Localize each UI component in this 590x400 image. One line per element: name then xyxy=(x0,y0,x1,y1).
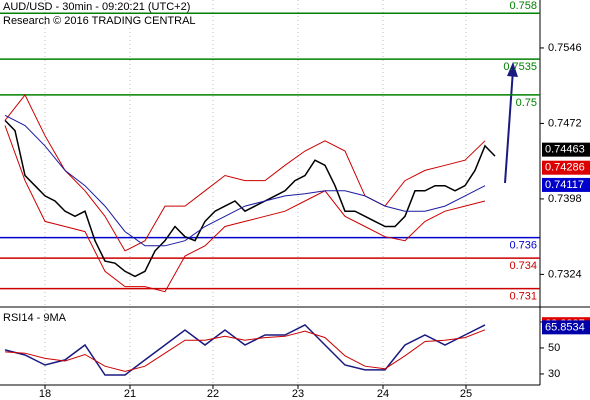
series-line xyxy=(4,323,486,376)
x-tick-label: 18 xyxy=(39,388,51,400)
y-tick-label: 50 xyxy=(548,342,560,354)
series-line xyxy=(4,93,486,252)
level-label: 0.75 xyxy=(516,97,537,109)
level-label: 0.731 xyxy=(509,291,537,303)
x-tick-label: 25 xyxy=(460,388,472,400)
chart-subtitle: Research © 2016 TRADING CENTRAL xyxy=(3,15,196,27)
level-label: 0.758 xyxy=(509,0,537,12)
level-label: 0.7535 xyxy=(503,61,537,73)
y-tick-label: 30 xyxy=(548,368,560,380)
projection-arrowhead xyxy=(507,62,518,77)
series-line xyxy=(4,125,486,293)
price-marker xyxy=(542,320,590,335)
level-label: 0.734 xyxy=(509,260,537,272)
x-tick-label: 22 xyxy=(207,388,219,400)
series-line xyxy=(4,114,486,247)
y-tick-label: 0.7398 xyxy=(548,193,582,205)
x-tick-label: 21 xyxy=(124,388,136,400)
price-marker xyxy=(542,142,590,157)
x-tick-label: 24 xyxy=(377,388,389,400)
y-tick-label: 0.7546 xyxy=(548,42,582,54)
chart-title: AUD/USD - 30min - 09:20:21 (UTC+2) xyxy=(3,1,190,13)
price-marker-label: 0.74463 xyxy=(545,144,585,156)
projection-arrow xyxy=(504,69,514,184)
series-line xyxy=(4,329,486,372)
price-marker xyxy=(542,160,590,175)
price-marker-label: 65.8534 xyxy=(545,321,585,333)
price-marker xyxy=(542,177,590,192)
x-tick-label: 23 xyxy=(292,388,304,400)
level-label: 0.736 xyxy=(509,240,537,252)
y-tick-label: 0.7324 xyxy=(548,268,582,280)
rsi-title: RSI14 - 9MA xyxy=(3,312,67,324)
series-line xyxy=(4,119,496,278)
price-marker-label: 0.74286 xyxy=(545,162,585,174)
y-tick-label: 0.7472 xyxy=(548,117,582,129)
price-marker-label: 0.74117 xyxy=(545,179,584,191)
